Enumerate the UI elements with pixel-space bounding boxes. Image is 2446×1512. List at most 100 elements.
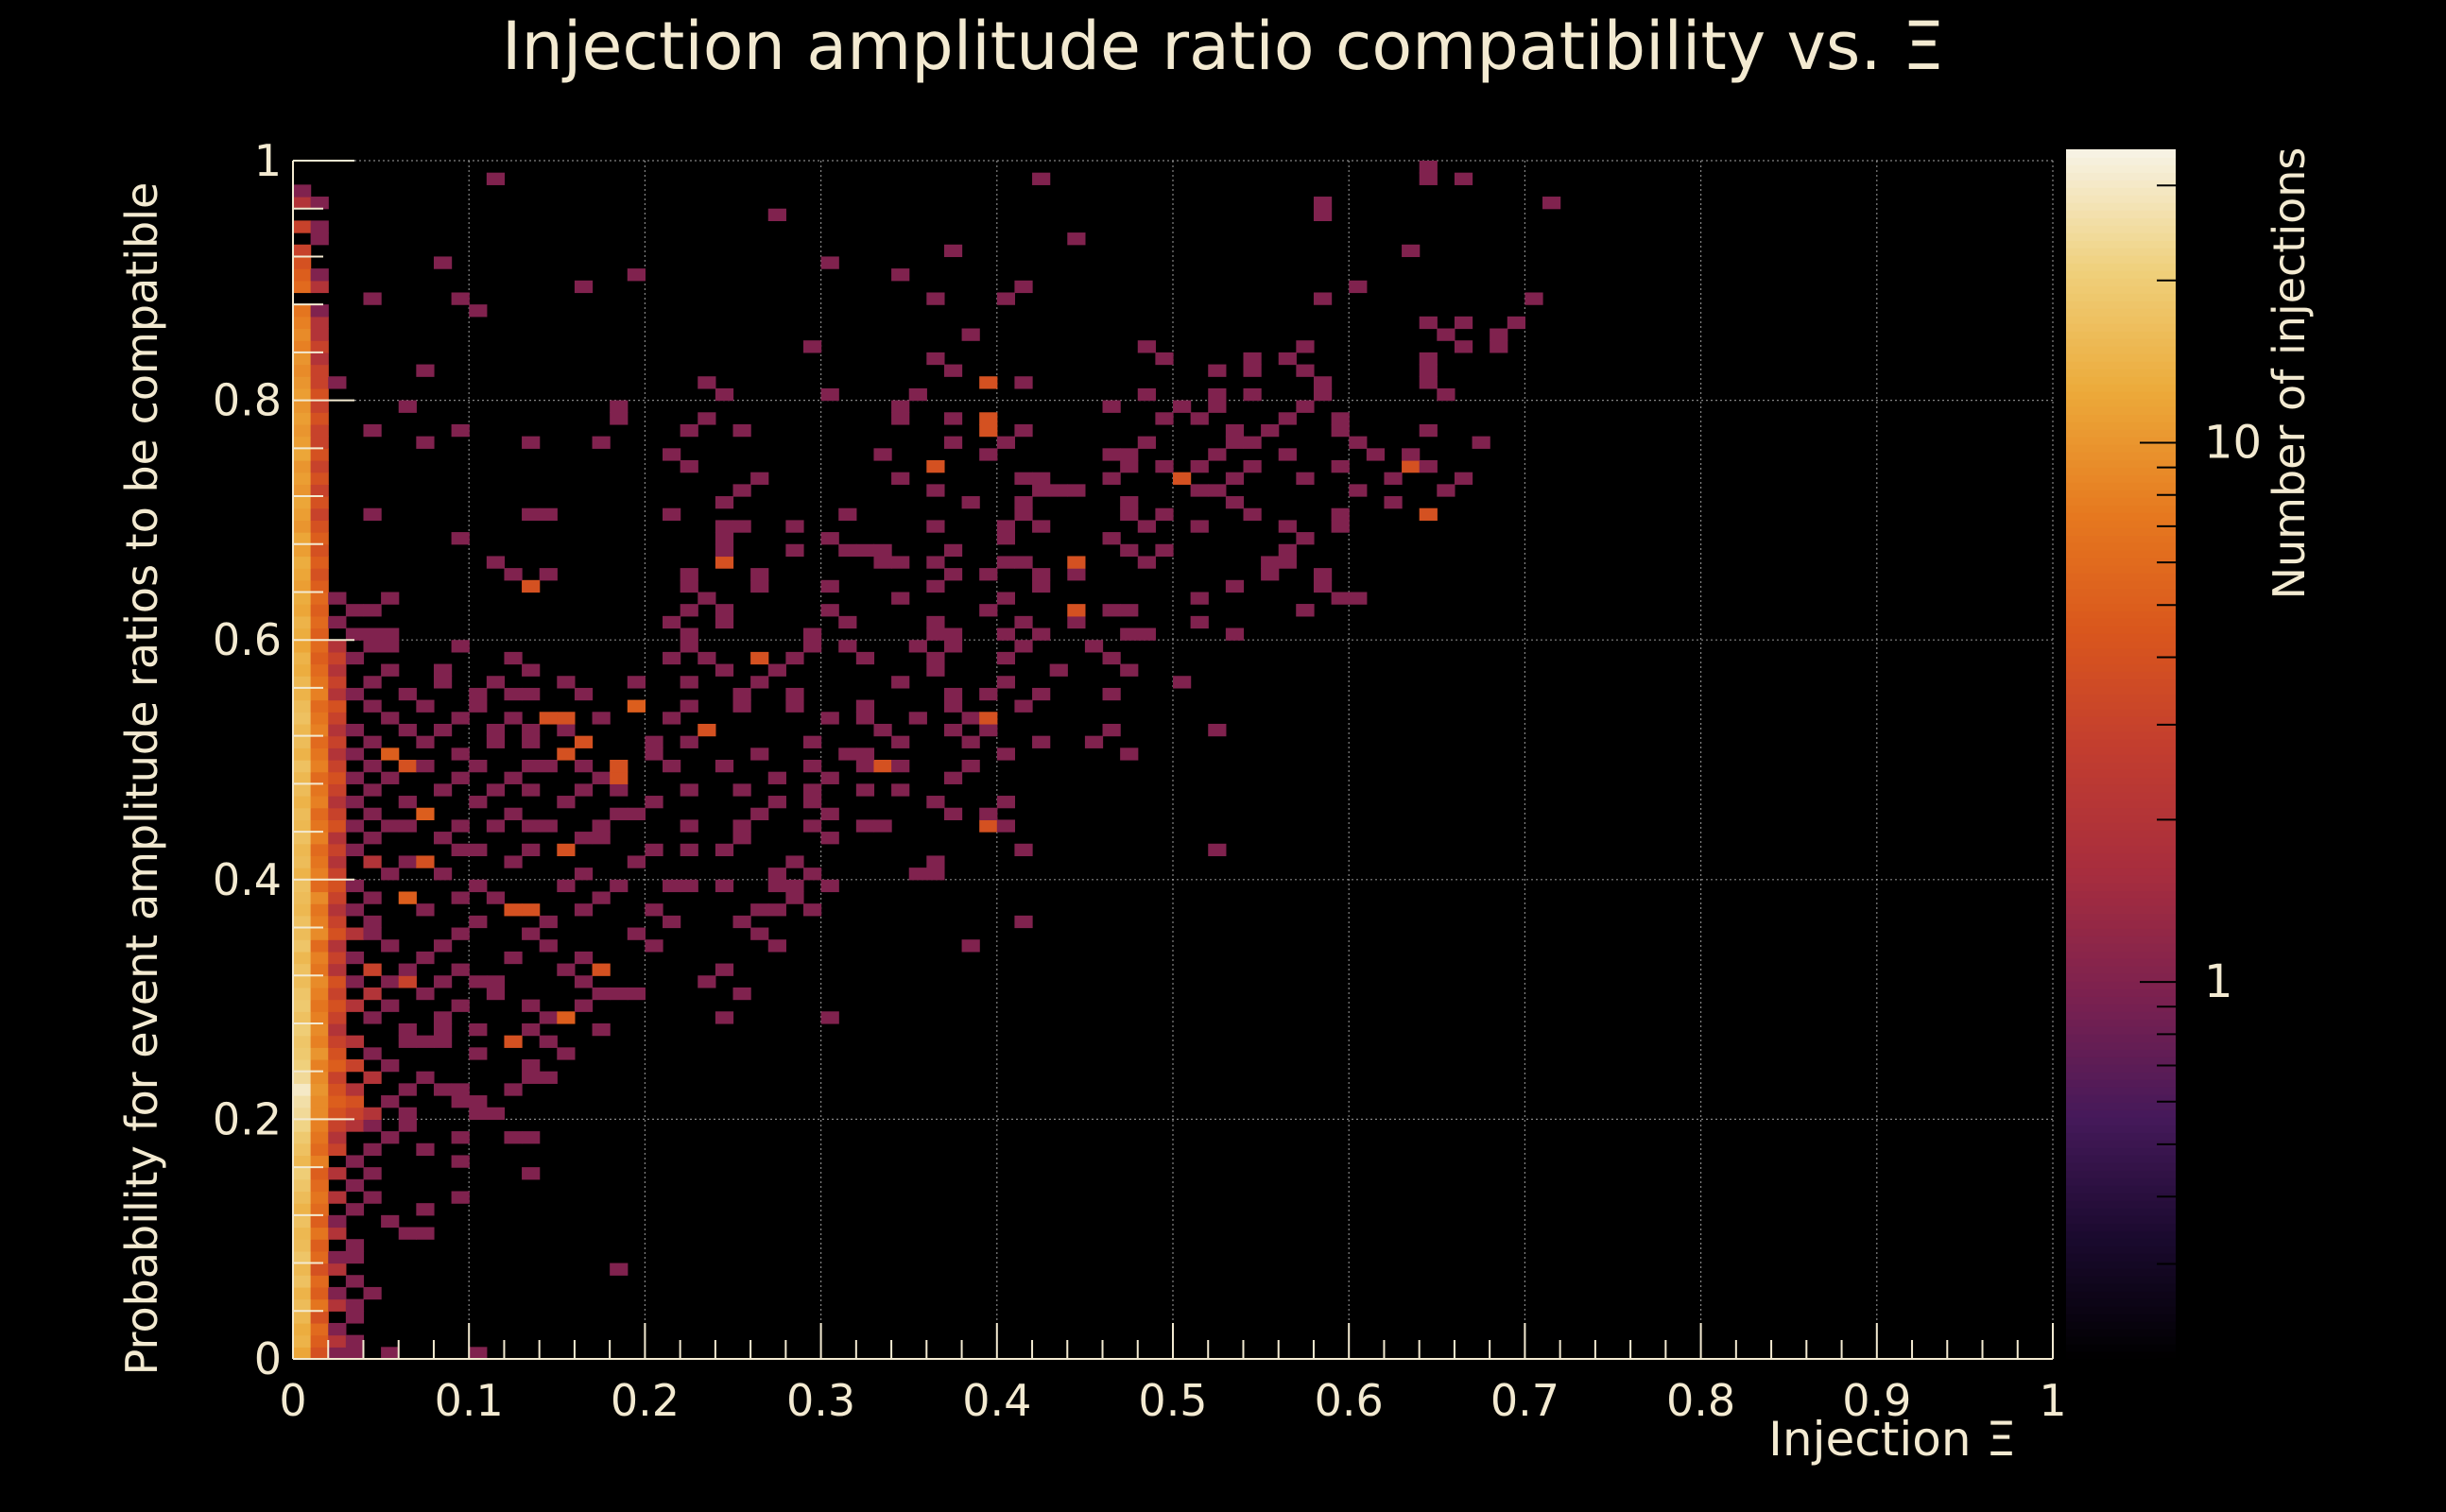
heatmap-cell — [293, 819, 312, 833]
heatmap-cell — [310, 963, 329, 976]
heatmap-cell — [469, 760, 488, 773]
heatmap-cell — [398, 819, 417, 833]
heatmap-cell — [363, 927, 382, 940]
heatmap-cell — [486, 891, 506, 904]
colorbar-segment — [2066, 822, 2176, 831]
colorbar-segment — [2066, 913, 2176, 921]
heatmap-cell — [469, 1107, 488, 1120]
heatmap-cell — [1419, 460, 1438, 473]
heatmap-cell — [416, 436, 435, 449]
heatmap-cell — [345, 1347, 365, 1360]
heatmap-cell — [802, 735, 822, 748]
heatmap-cell — [504, 568, 523, 581]
heatmap-cell — [469, 796, 488, 809]
heatmap-cell — [557, 1047, 576, 1060]
heatmap-cell — [855, 651, 875, 665]
heatmap-cell — [451, 1155, 470, 1168]
heatmap-cell — [293, 316, 312, 330]
colorbar-segment — [2066, 784, 2176, 793]
heatmap-cell — [1102, 472, 1121, 485]
y-axis-label: Probability for event amplitude ratios t… — [116, 181, 167, 1376]
heatmap-cell — [680, 879, 698, 893]
colorbar-segment — [2066, 860, 2176, 868]
colorbar-segment — [2066, 157, 2176, 165]
heatmap-cell — [363, 891, 382, 904]
heatmap-cell — [293, 1071, 312, 1084]
heatmap-cell — [310, 232, 329, 246]
heatmap-cell — [1084, 640, 1104, 653]
heatmap-cell — [785, 891, 804, 904]
heatmap-cell — [943, 412, 963, 425]
heatmap-cell — [1507, 316, 1525, 330]
heatmap-cell — [802, 819, 822, 833]
heatmap-cell — [310, 796, 329, 809]
heatmap-cell — [504, 771, 523, 784]
heatmap-cell — [310, 676, 329, 689]
colorbar-segment — [2066, 610, 2176, 619]
heatmap-cell — [469, 1022, 488, 1037]
heatmap-cell — [363, 1191, 382, 1204]
heatmap-cell — [416, 1227, 435, 1240]
heatmap-cell — [310, 1095, 329, 1108]
colorbar-segment — [2066, 1170, 2176, 1178]
heatmap-cell — [1067, 604, 1086, 617]
heatmap-cell — [433, 256, 453, 269]
heatmap-cell — [363, 627, 382, 641]
heatmap-cell — [328, 1298, 347, 1312]
heatmap-cell — [1120, 507, 1139, 521]
heatmap-cell — [451, 423, 470, 438]
heatmap-cell — [1014, 507, 1033, 521]
heatmap-cell — [698, 376, 716, 389]
heatmap-cell — [310, 771, 329, 784]
heatmap-cell — [855, 712, 875, 725]
colorbar-segment — [2066, 951, 2176, 959]
heatmap-cell — [310, 1131, 329, 1144]
colorbar-segment — [2066, 490, 2176, 498]
colorbar-segment — [2066, 1162, 2176, 1171]
heatmap-cell — [574, 783, 594, 797]
colorbar-segment — [2066, 709, 2176, 717]
heatmap-cell — [1313, 197, 1333, 210]
heatmap-cell — [293, 1203, 312, 1216]
colorbar-segment — [2066, 210, 2176, 218]
y-tick-label: 0.8 — [213, 375, 282, 426]
heatmap-cell — [979, 807, 998, 820]
heatmap-cell — [1296, 532, 1315, 545]
heatmap-cell — [310, 507, 329, 521]
heatmap-cell — [310, 1227, 329, 1240]
heatmap-cell — [293, 184, 312, 198]
heatmap-cell — [1402, 448, 1421, 461]
heatmap-cell — [293, 1143, 312, 1157]
heatmap-cell — [345, 1155, 365, 1168]
heatmap-cell — [522, 999, 541, 1012]
colorbar-segment — [2066, 323, 2176, 332]
colorbar-segment — [2066, 898, 2176, 906]
heatmap-cell — [486, 676, 506, 689]
heatmap-cell — [996, 819, 1016, 833]
heatmap-cell — [310, 699, 329, 713]
heatmap-cell — [451, 1191, 470, 1204]
colorbar-segment — [2066, 966, 2176, 974]
heatmap-cell — [328, 843, 347, 857]
heatmap-cell — [1366, 448, 1386, 461]
heatmap-cell — [293, 304, 312, 318]
heatmap-cell — [363, 1119, 382, 1132]
heatmap-cell — [1014, 376, 1033, 389]
heatmap-cell — [610, 987, 629, 1001]
x-tick-label: 0.4 — [962, 1375, 1031, 1426]
heatmap-cell — [926, 651, 945, 665]
x-tick-label: 0 — [279, 1375, 306, 1426]
heatmap-cell — [539, 507, 558, 521]
heatmap-cell — [1032, 687, 1051, 701]
heatmap-cell — [943, 640, 963, 653]
heatmap-cell — [732, 819, 751, 833]
heatmap-cell — [293, 1035, 312, 1048]
heatmap-cell — [293, 915, 312, 929]
heatmap-cell — [610, 1263, 629, 1276]
colorbar-segment — [2066, 1072, 2176, 1080]
heatmap-cell — [802, 627, 822, 641]
heatmap-cell — [767, 208, 786, 221]
colorbar-segment — [2066, 1276, 2176, 1284]
heatmap-cell — [891, 556, 910, 569]
